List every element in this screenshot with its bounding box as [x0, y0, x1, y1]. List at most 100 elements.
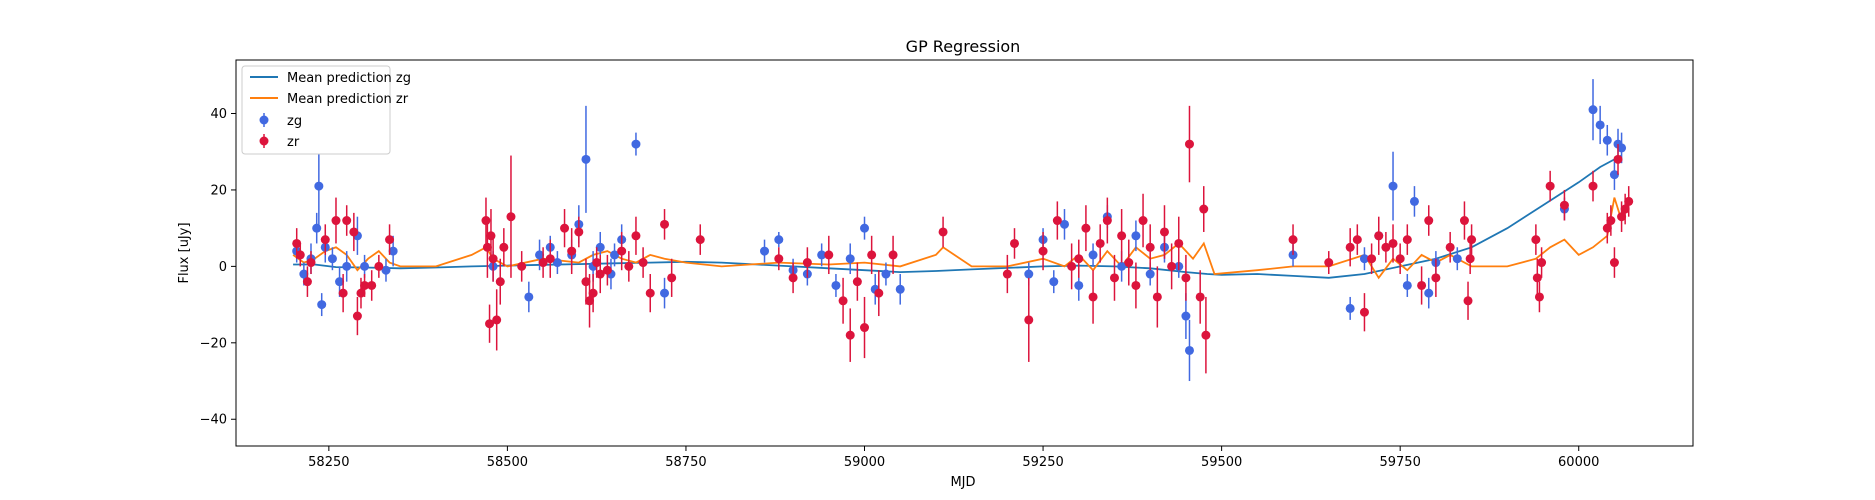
- zr-point: [888, 250, 898, 260]
- zr-point: [1445, 242, 1455, 252]
- x-tick-label-2: 58750: [665, 455, 706, 470]
- zr-point: [1602, 223, 1612, 233]
- zg-point: [1345, 303, 1355, 313]
- zr-point: [1167, 261, 1177, 271]
- zr-point: [1038, 246, 1048, 256]
- zr-point: [374, 261, 384, 271]
- zr-point: [1367, 254, 1377, 264]
- zr-point: [1374, 231, 1384, 241]
- zr-point: [1352, 235, 1362, 245]
- zg-point: [1131, 231, 1141, 241]
- zr-point: [360, 280, 370, 290]
- zg-point: [760, 246, 770, 256]
- zg-point: [1117, 261, 1127, 271]
- x-tick-label-4: 59250: [1022, 455, 1063, 470]
- x-tick-label-0: 58250: [308, 455, 349, 470]
- zr-point: [367, 280, 377, 290]
- zr-point: [1009, 238, 1019, 248]
- zg-point: [524, 292, 534, 302]
- zr-point: [1195, 292, 1205, 302]
- zr-point: [349, 227, 359, 237]
- zr-point: [295, 250, 305, 260]
- zr-point: [1067, 261, 1077, 271]
- zg-point: [1359, 254, 1369, 264]
- zg-point: [1595, 120, 1605, 130]
- zr-point: [1131, 280, 1141, 290]
- zg-point: [845, 254, 855, 264]
- zr-point: [1620, 204, 1630, 214]
- zr-point: [660, 219, 670, 229]
- zr-point: [585, 296, 595, 306]
- zg-point: [860, 223, 870, 233]
- zr-point: [331, 216, 341, 226]
- zr-point: [602, 265, 612, 275]
- zr-point: [492, 315, 502, 325]
- zg-point: [335, 277, 345, 287]
- zr-point: [1088, 292, 1098, 302]
- zg-point: [1024, 269, 1034, 279]
- zr-point: [631, 231, 641, 241]
- zr-point: [1074, 254, 1084, 264]
- y-tick-label-2: 0: [219, 260, 227, 275]
- mean-prediction-zr-line: [292, 197, 1630, 280]
- zr-point: [499, 242, 509, 252]
- zg-point: [610, 250, 620, 260]
- zr-point: [592, 258, 602, 268]
- legend-zg-marker: [259, 115, 269, 125]
- zg-point: [1409, 196, 1419, 206]
- zr-point: [1102, 216, 1112, 226]
- zg-point: [1588, 105, 1598, 115]
- zr-point: [306, 258, 316, 268]
- zr-point: [1124, 258, 1134, 268]
- zr-point: [638, 258, 648, 268]
- legend-label-zg: zg: [287, 114, 302, 129]
- zr-point: [545, 254, 555, 264]
- zg-point: [831, 280, 841, 290]
- legend-box: [241, 65, 391, 155]
- zr-point: [1359, 307, 1369, 317]
- zr-point: [1199, 204, 1209, 214]
- zr-point: [1024, 315, 1034, 325]
- zr-point: [1388, 238, 1398, 248]
- zr-point: [852, 277, 862, 287]
- zg-points-layer: [292, 79, 1627, 382]
- zr-point: [1095, 238, 1105, 248]
- y-tick-label-1: −20: [200, 336, 227, 351]
- y-tick-label-4: 40: [210, 107, 227, 122]
- x-tick-label-6: 59750: [1379, 455, 1420, 470]
- zr-point: [1467, 235, 1477, 245]
- zg-point: [1049, 277, 1059, 287]
- zr-point: [1109, 273, 1119, 283]
- zr-point: [356, 288, 366, 298]
- zr-point: [574, 227, 584, 237]
- legend: Mean prediction zg Mean prediction zr zg…: [241, 65, 411, 155]
- legend-zr-marker: [259, 136, 269, 146]
- x-tick-label-3: 59000: [844, 455, 885, 470]
- zr-point: [1117, 231, 1127, 241]
- zr-point: [517, 261, 527, 271]
- zg-point: [1181, 311, 1191, 321]
- zr-point: [1431, 273, 1441, 283]
- zr-point: [342, 216, 352, 226]
- x-tick-label-7: 60000: [1558, 455, 1599, 470]
- zg-point: [817, 250, 827, 260]
- zr-point: [595, 269, 605, 279]
- zr-point: [1545, 181, 1555, 191]
- y-axis: −40 −20 0 20 40: [200, 107, 236, 428]
- zg-point: [881, 269, 891, 279]
- zr-point: [1288, 235, 1298, 245]
- zr-point: [1617, 212, 1627, 222]
- zr-point: [1052, 216, 1062, 226]
- chart-title: GP Regression: [906, 37, 1021, 56]
- zg-point: [535, 250, 545, 260]
- zg-point: [314, 181, 324, 191]
- zg-point: [388, 246, 398, 256]
- zr-point: [788, 273, 798, 283]
- zr-point: [802, 258, 812, 268]
- legend-label-zr: zr: [287, 135, 300, 150]
- zr-point: [1417, 280, 1427, 290]
- zg-point: [327, 254, 337, 264]
- zg-point: [1452, 254, 1462, 264]
- zr-point: [1624, 196, 1634, 206]
